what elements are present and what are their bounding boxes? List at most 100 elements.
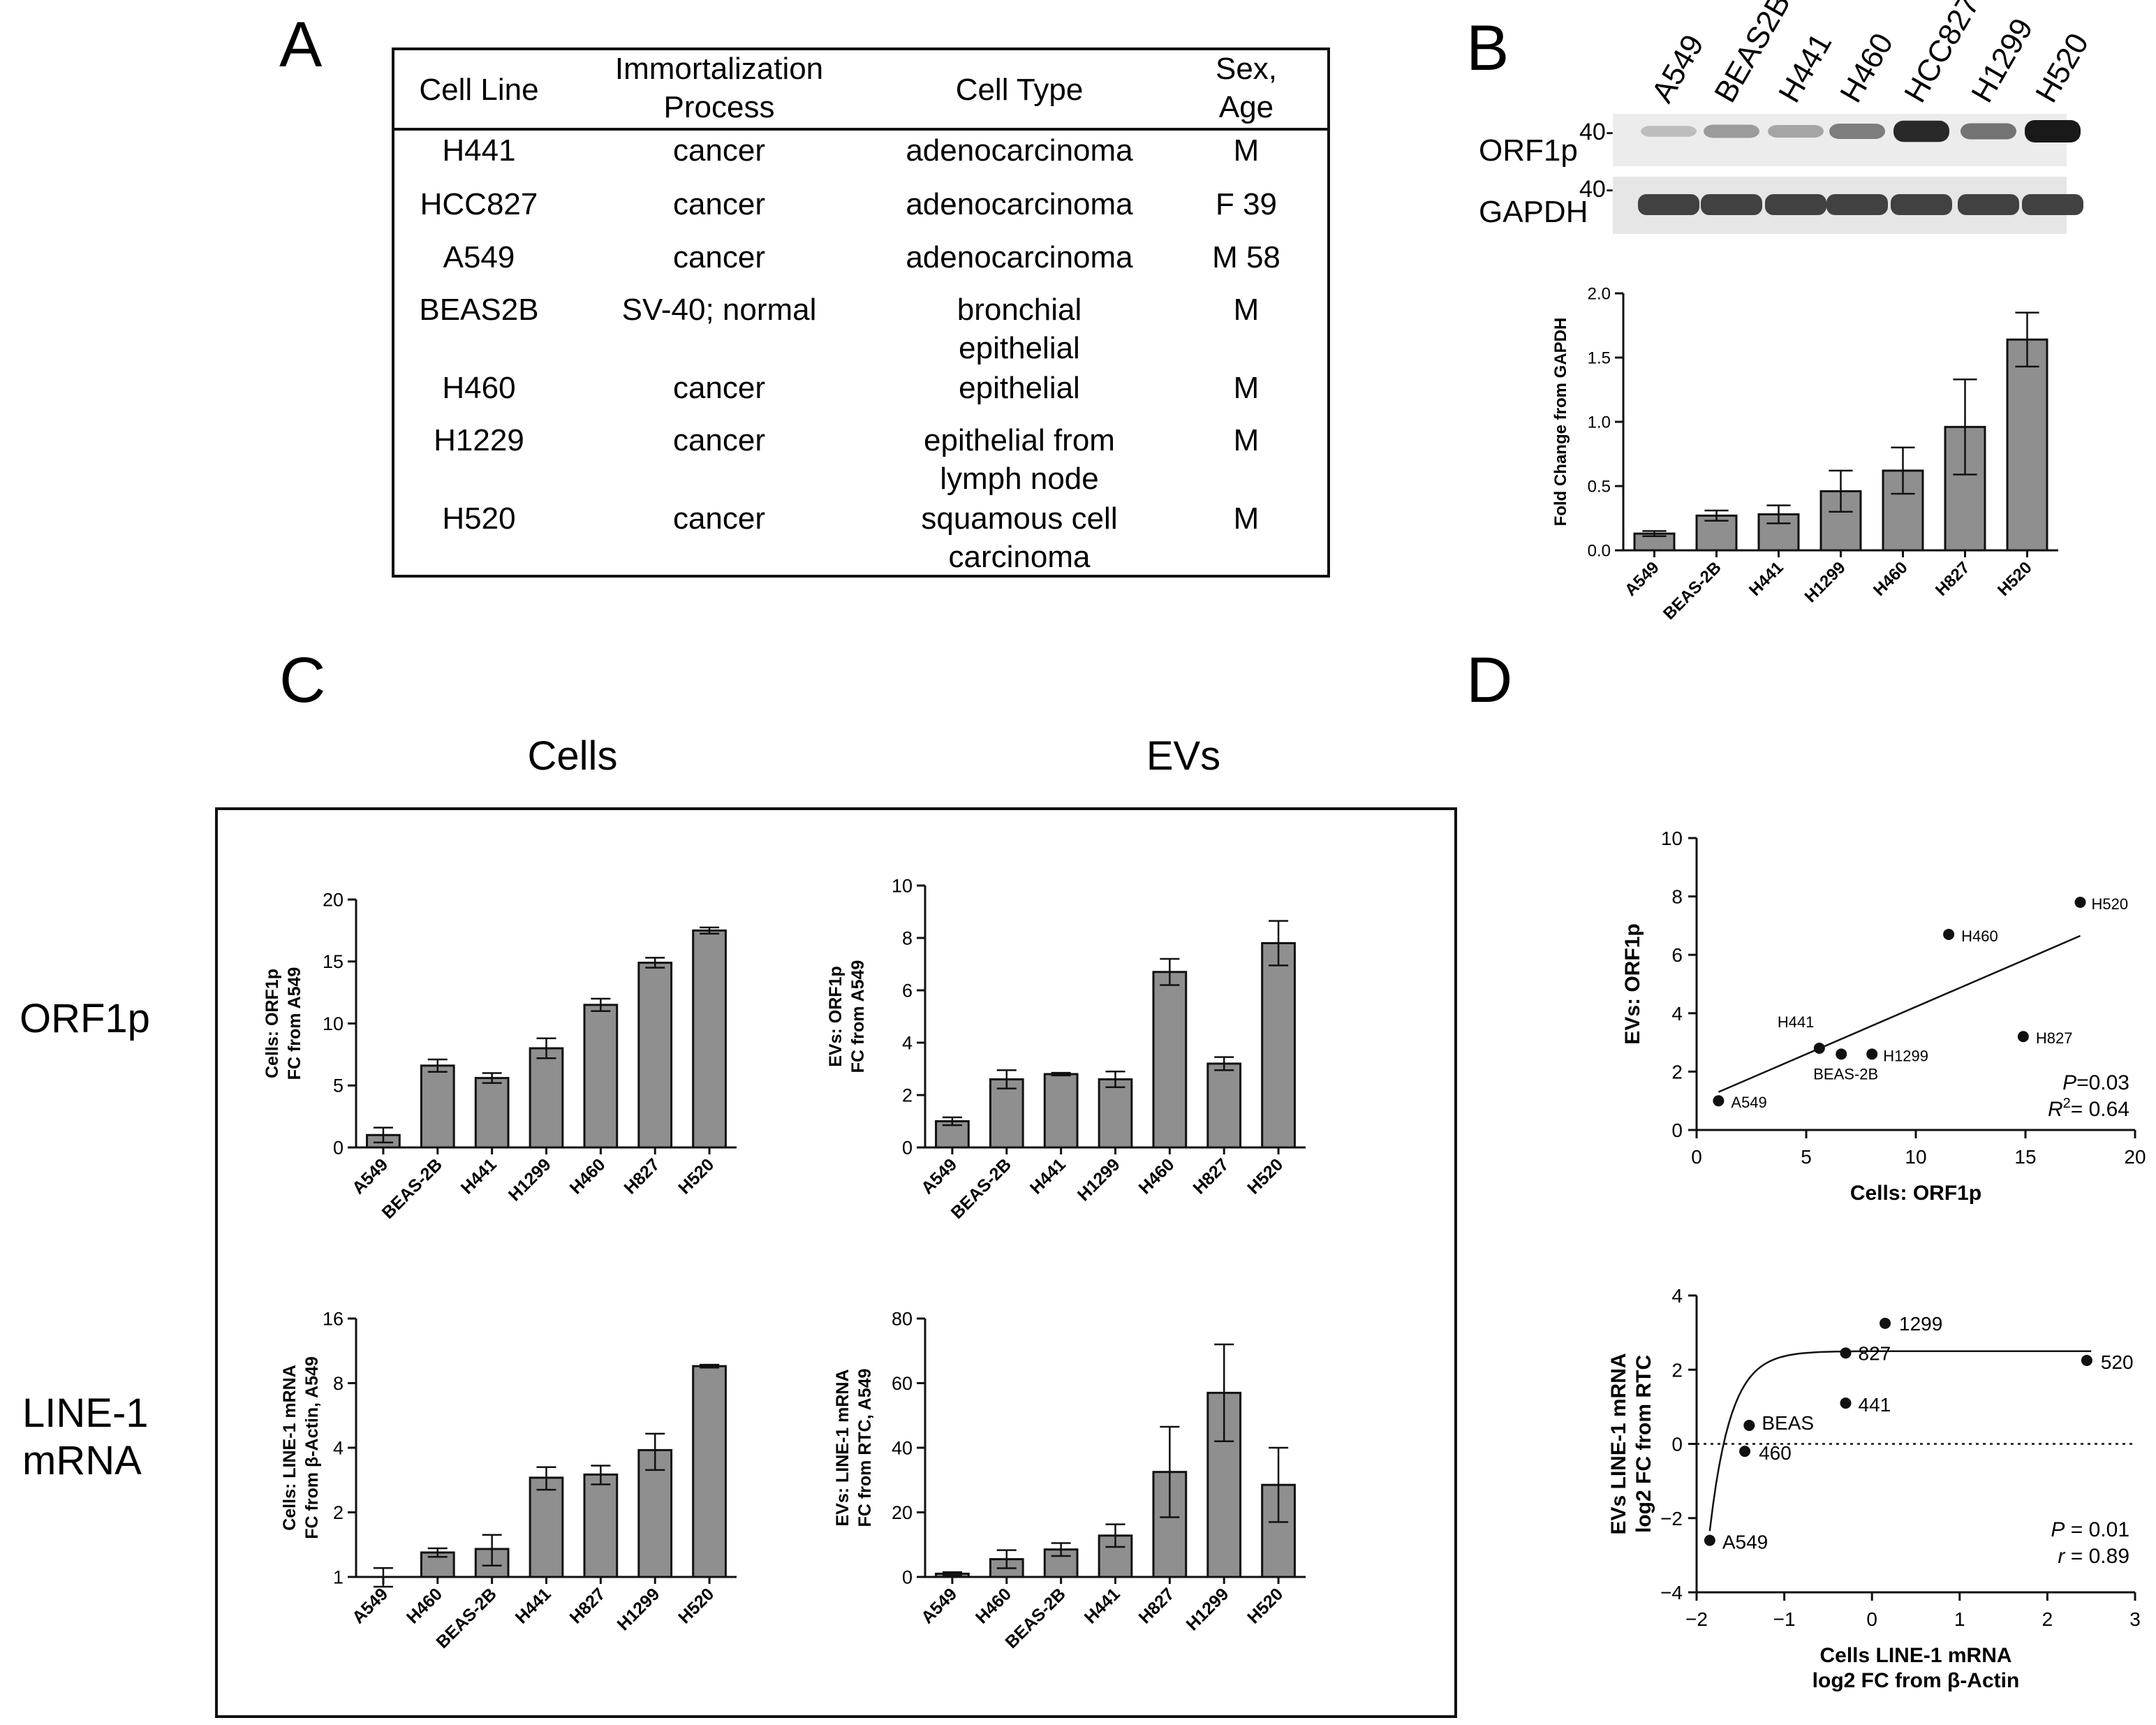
x-tick-label: −2 [1685, 1608, 1708, 1630]
bar-h827 [1206, 1062, 1242, 1149]
charts: 0.0 0.5 1.0 1.5 2.0 Fold Change from GAPDH A54… [263, 284, 2146, 1692]
table-cell-line: cancer [673, 423, 765, 457]
data-point-label: A549 [1722, 1532, 1768, 1553]
data-point-label: H1299 [1883, 1047, 1928, 1064]
table-header-2-line: Cell Type [956, 73, 1084, 107]
panel-label-c: C [279, 645, 325, 716]
table-cell: M 58 [1212, 240, 1280, 274]
x-tick-label: 20 [2124, 1146, 2146, 1168]
x-tick-label: H460 [1870, 558, 1912, 600]
table-cell-line: cancer [673, 240, 765, 274]
x-tick-label: H827 [620, 1154, 663, 1198]
stat-annotation: r = 0.89 [2058, 1545, 2129, 1568]
y-tick-label: 4 [333, 1437, 344, 1458]
stat-key: r [2058, 1545, 2065, 1568]
y-tick-label: 4 [1671, 1003, 1683, 1025]
table-cell-line: H460 [442, 371, 515, 405]
x-tick-label: H1299 [505, 1154, 555, 1205]
y-tick-label: 10 [323, 1013, 344, 1034]
table-header-3-line: Sex, [1216, 52, 1277, 86]
table-cell-line: H441 [442, 133, 515, 168]
x-tick-label: 10 [1905, 1146, 1926, 1168]
table-cell-line: cancer [673, 187, 765, 221]
y-tick-label: 1 [333, 1566, 344, 1587]
table-cell: F 39 [1216, 187, 1277, 221]
table-cell: squamous cell carcinoma [921, 501, 1117, 574]
table-cell: M [1234, 133, 1260, 168]
x-tick-label: BEAS-2B [432, 1584, 500, 1652]
table-cell: SV-40; normal [622, 293, 817, 327]
stat-value: = 0.64 [2071, 1098, 2129, 1121]
blot-strip-orf1p [1613, 114, 2067, 166]
x-tick-label: H1299 [1183, 1584, 1233, 1634]
blot-marker: 40- [1579, 119, 1614, 145]
stat-annotation: P = 0.01 [2051, 1518, 2129, 1541]
data-point-label: H460 [1961, 927, 1998, 945]
y-tick-label: 1.0 [1588, 413, 1611, 432]
x-tick-label: 0 [1691, 1146, 1702, 1168]
bar-h441 [529, 1476, 564, 1578]
y-tick-label: 8 [1671, 886, 1683, 908]
blot-band-gapdh [1891, 194, 1952, 215]
table-header-3: Sex, Age [1216, 52, 1277, 124]
y-tick-label: −2 [1660, 1508, 1683, 1529]
data-point-a549 [1713, 1095, 1725, 1107]
y-tick-label: 2 [1671, 1359, 1683, 1381]
x-tick-label: 15 [2014, 1146, 2036, 1168]
table-cell-line: adenocarcinoma [906, 240, 1133, 274]
table-cell-line: carcinoma [949, 540, 1091, 574]
blot-band-gapdh [1701, 194, 1762, 215]
table-cell: cancer [673, 240, 765, 274]
x-tick-label: 2 [2042, 1608, 2053, 1630]
y-tick-label: 20 [323, 889, 344, 910]
bar-h520 [692, 929, 727, 1149]
y-tick-label: 10 [892, 875, 913, 896]
x-tick-label: H827 [1135, 1584, 1179, 1627]
x-tick-label: H827 [1932, 558, 1974, 600]
table-cell-line: cancer [673, 371, 765, 405]
data-point-460 [1739, 1446, 1751, 1458]
blot-band-gapdh [1765, 194, 1826, 215]
x-tick-label: H460 [1135, 1154, 1179, 1198]
panel-label-a: A [279, 9, 323, 80]
table-cell: H441 [442, 133, 515, 168]
x-tick-label: H441 [457, 1154, 501, 1198]
stat-value: =0.03 [2076, 1071, 2129, 1094]
bar-h520 [1261, 942, 1296, 1149]
blot-band-gapdh [1638, 194, 1699, 215]
table-header-1-line: Immortalization [615, 52, 823, 86]
y-tick-label: 6 [902, 980, 913, 1001]
x-tick-label: 0 [1866, 1608, 1877, 1630]
y-tick-label: 2 [1671, 1061, 1683, 1082]
table-cell-line: M [1234, 423, 1260, 457]
data-point-label: 441 [1859, 1394, 1891, 1416]
x-axis-label: Cells: ORF1p [1850, 1182, 1981, 1205]
x-tick-label: BEAS-2B [1001, 1584, 1069, 1652]
y-axis-label: Fold Change from GAPDH [1551, 318, 1570, 527]
table-cell-line: H520 [442, 501, 515, 536]
table-cell-line: A549 [443, 240, 515, 274]
x-tick-label: H520 [1243, 1154, 1287, 1198]
data-point-label: A549 [1731, 1094, 1766, 1111]
column-label-cells: Cells [528, 733, 618, 779]
table-cell-line: cancer [673, 133, 765, 168]
table-cell-line: adenocarcinoma [906, 187, 1133, 221]
y-tick-label: 15 [323, 951, 344, 972]
table-cell: cancer [673, 187, 765, 221]
y-axis-label: FC from A549 [848, 960, 868, 1073]
blot-band-orf1p [1641, 126, 1697, 137]
data-point-label: 520 [2101, 1351, 2134, 1373]
blot-band-gapdh [1958, 194, 2019, 215]
blot-band-orf1p [1829, 124, 1885, 139]
data-point-label: BEAS-2B [1813, 1065, 1878, 1082]
chart-c-cells-orf1p: 0 5 10 15 20 Cells: ORF1p FC from A549 A549BEAS… [263, 889, 737, 1223]
table-cell-line: H1229 [434, 423, 524, 457]
data-point-beas [1743, 1419, 1755, 1431]
data-point-label: H827 [2036, 1029, 2073, 1047]
bar-h520 [692, 1365, 727, 1578]
table-cell-line: bronchial [957, 293, 1082, 327]
bar-h827 [583, 1473, 619, 1578]
y-axis-label: EVs: ORF1p [1621, 923, 1644, 1044]
